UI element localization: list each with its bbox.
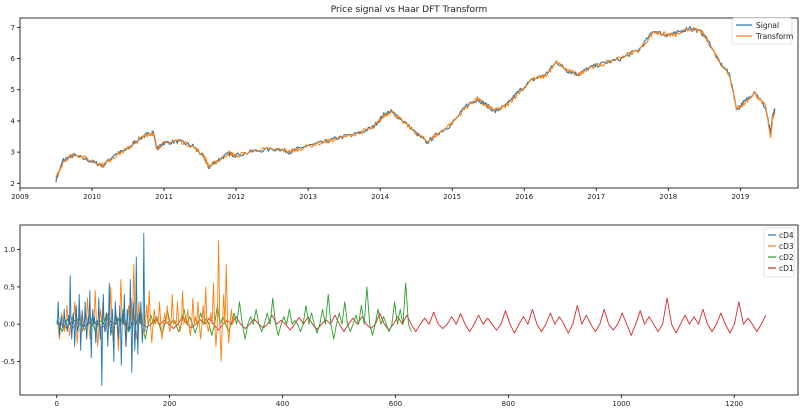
top-y-tick-label: 7 [11,24,15,32]
bottom-x-tick-label: 0 [54,400,58,408]
bottom-legend-box [763,227,795,278]
top-x-tick-label: 2015 [443,193,461,201]
bottom-y-tick-label: 0.5 [4,283,15,291]
top-legend: Signal Transform [731,17,793,45]
series-line-cd4 [56,232,146,386]
top-x-axis: 2009 2010 2011 2012 2013 2014 2015 2016 2017 2018… [11,188,749,201]
bottom-legend: cD4 cD3 cD2 cD1 [763,227,795,278]
series-line-signal [55,26,776,183]
top-x-tick-label: 2012 [227,193,245,201]
top-y-tick-label: 4 [11,117,16,125]
top-x-tick-label: 2014 [371,193,389,201]
bottom-x-tick-label: 1200 [725,400,743,408]
bottom-y-tick-label: 1.0 [4,246,15,254]
top-plot-frame [19,17,799,189]
top-x-tick-label: 2013 [299,193,317,201]
top-y-tick-label: 6 [11,55,16,63]
bottom-y-axis: -0.5 0.0 0.5 1.0 [1,246,20,366]
legend-cd3-label: cD3 [779,242,794,251]
top-x-tick-label: 2010 [83,193,101,201]
top-y-axis: 2 3 4 5 6 7 [11,24,20,188]
legend-cd1-label: cD1 [779,264,794,273]
series-line-transform [55,26,776,179]
legend-cd2-label: cD2 [779,253,794,262]
top-x-tick-label: 2019 [731,193,749,201]
legend-signal-label: Signal [756,21,779,30]
legend-cd4-label: cD4 [779,231,794,240]
top-x-tick-label: 2018 [659,193,677,201]
top-y-tick-label: 2 [11,180,15,188]
bottom-plot-frame [19,224,799,396]
series-line-cd1 [56,297,767,336]
legend-transform-label: Transform [755,32,793,41]
chart-title: Price signal vs Haar DFT Transform [331,5,488,15]
bottom-x-tick-label: 200 [163,400,176,408]
top-plot-area [55,26,776,183]
bottom-plot-area [56,232,767,386]
top-x-tick-label: 2016 [515,193,533,201]
series-line-cd3 [56,240,235,362]
bottom-y-tick-label: 0.0 [4,321,15,329]
top-y-tick-label: 3 [11,149,15,157]
bottom-y-tick-label: -0.5 [1,358,15,366]
bottom-x-tick-label: 600 [389,400,402,408]
bottom-x-axis: 0 200 400 600 800 1000 1200 [54,395,743,408]
bottom-x-tick-label: 400 [276,400,289,408]
bottom-x-tick-label: 1000 [612,400,630,408]
bottom-x-tick-label: 800 [502,400,515,408]
top-y-tick-label: 5 [11,86,15,94]
top-x-tick-label: 2009 [11,193,29,201]
top-x-tick-label: 2011 [155,193,173,201]
top-x-tick-label: 2017 [587,193,605,201]
